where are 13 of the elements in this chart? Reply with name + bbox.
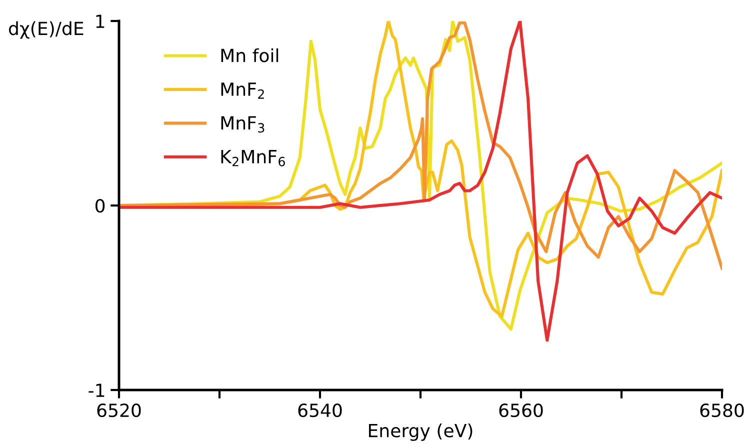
legend-label: Mn foil — [221, 48, 278, 62]
x-axis-title: Energy (eV) — [369, 423, 472, 441]
y-axis-title: dχ(E)/dE — [8, 21, 84, 39]
x-tick-label: 6560 — [499, 404, 543, 418]
y-tick-label: 0 — [96, 198, 105, 213]
legend-label: MnF$_{3}$ — [221, 116, 264, 133]
x-tick-label: 6580 — [700, 404, 744, 418]
x-tick-label: 6540 — [298, 404, 342, 418]
y-tick-label: -1 — [88, 384, 104, 397]
legend-label: K$_{2}$MnF$_{6}$ — [221, 150, 285, 166]
y-tick-label: 1 — [96, 14, 104, 28]
legend-label: MnF$_{2}$ — [221, 82, 264, 99]
x-tick-label: 6520 — [97, 404, 141, 418]
